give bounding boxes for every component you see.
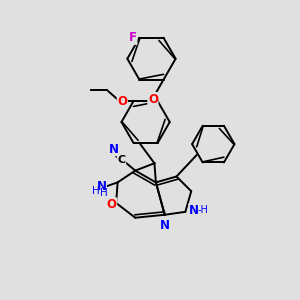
Text: O: O — [117, 94, 127, 108]
Text: N: N — [189, 204, 199, 217]
Text: H: H — [92, 186, 100, 196]
Text: N: N — [160, 219, 170, 232]
Text: N: N — [96, 180, 106, 193]
Text: C: C — [118, 155, 126, 165]
Text: F: F — [129, 31, 137, 44]
Text: N: N — [109, 143, 119, 156]
Text: -H: -H — [198, 206, 208, 215]
Text: H: H — [100, 188, 108, 198]
Text: O: O — [107, 198, 117, 211]
Text: O: O — [148, 93, 158, 106]
